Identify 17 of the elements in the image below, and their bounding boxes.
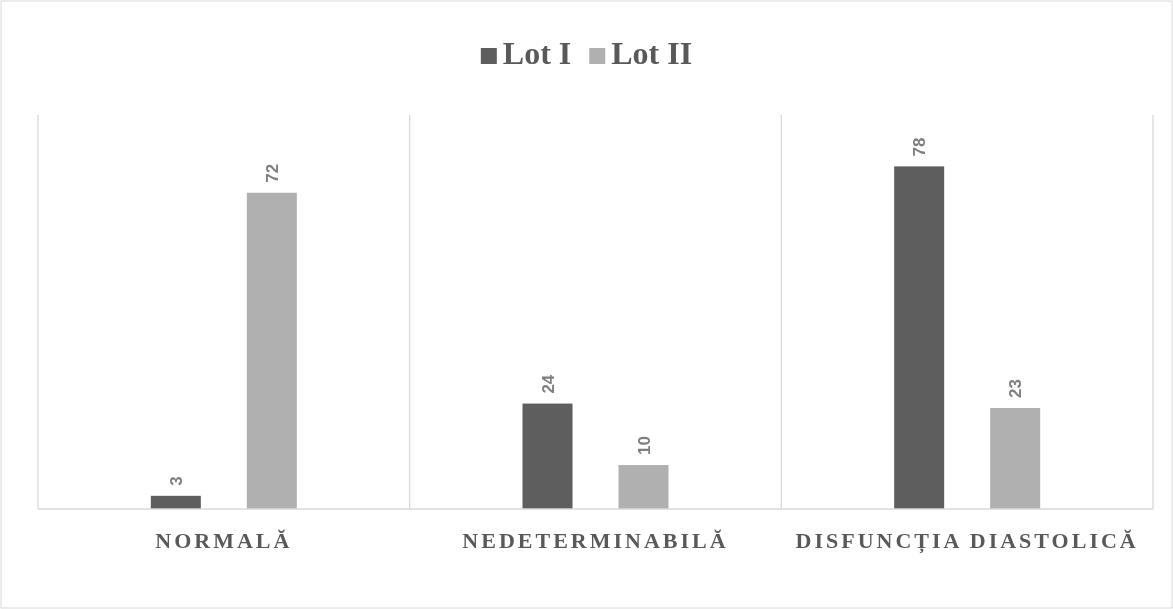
legend-label: Lot II xyxy=(611,35,693,71)
bar xyxy=(522,403,573,509)
x-tick-label: NORMALĂ xyxy=(155,528,293,553)
data-label: 72 xyxy=(262,163,282,183)
data-label: 24 xyxy=(538,374,558,394)
data-label: 78 xyxy=(910,137,930,157)
x-tick-label: NEDETERMINABILĂ xyxy=(462,528,729,553)
bar xyxy=(990,407,1041,509)
data-label: 23 xyxy=(1006,379,1026,398)
x-tick-label: DISFUNCȚIA DIASTOLICĂ xyxy=(795,528,1139,554)
legend-label: Lot I xyxy=(502,35,572,71)
bar xyxy=(150,495,201,509)
data-label: 3 xyxy=(166,476,186,486)
bar xyxy=(246,192,297,509)
bar xyxy=(618,465,669,509)
data-label: 10 xyxy=(634,436,654,456)
bar xyxy=(894,166,945,509)
